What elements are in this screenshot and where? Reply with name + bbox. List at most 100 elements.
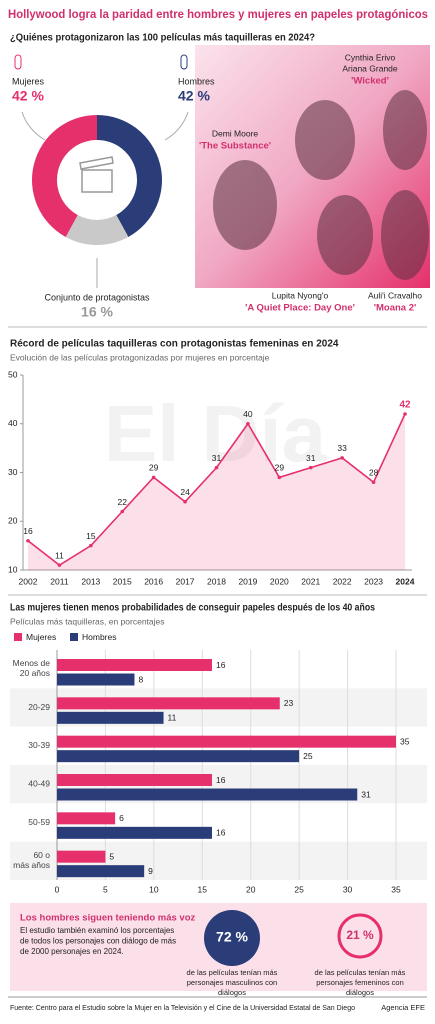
stat-circle bbox=[337, 913, 383, 959]
connector bbox=[164, 111, 189, 141]
value-label: 42 % bbox=[12, 88, 44, 104]
stat-text: de las películas tenían más personajes fe… bbox=[315, 968, 406, 997]
point bbox=[57, 563, 62, 567]
x-tick-label: 30 bbox=[343, 884, 353, 894]
value-label: 6 bbox=[119, 813, 124, 823]
x-tick-label: 2019 bbox=[238, 576, 257, 586]
point bbox=[183, 499, 187, 504]
value-label: 15 bbox=[86, 531, 96, 541]
chart-title: Récord de películas taquilleras con prot… bbox=[10, 339, 339, 350]
photo-film: 'The Substance' bbox=[199, 141, 271, 152]
x-tick-label: 2024 bbox=[396, 576, 415, 586]
value-label: 22 bbox=[118, 497, 128, 507]
value-label: 35 bbox=[400, 736, 410, 746]
value-label: 31 bbox=[212, 453, 222, 463]
y-tick-label: 40 bbox=[8, 418, 18, 428]
bar bbox=[57, 697, 280, 710]
x-tick-label: 2020 bbox=[270, 576, 289, 586]
value-label: 40 bbox=[243, 409, 253, 419]
value-label: 8 bbox=[138, 674, 143, 684]
person-icon bbox=[180, 54, 188, 70]
value-label: 42 % bbox=[178, 88, 210, 104]
photo-name: Auli'i Cravalho bbox=[368, 290, 422, 300]
x-tick-label: 2002 bbox=[19, 576, 38, 586]
value-label: 9 bbox=[148, 866, 153, 876]
x-tick-label: 0 bbox=[55, 884, 60, 894]
category-label: 40-49 bbox=[28, 778, 50, 788]
legend-label: Hombres bbox=[82, 632, 116, 642]
value-label: 23 bbox=[284, 698, 294, 708]
icon bbox=[79, 156, 114, 170]
person-icon bbox=[14, 54, 22, 70]
legend-swatch bbox=[14, 633, 22, 641]
photo-film: 'A Quiet Place: Day One' bbox=[245, 303, 355, 314]
legend-label: Mujeres bbox=[26, 632, 56, 642]
point bbox=[403, 412, 407, 416]
chart-title: Las mujeres tienen menos probabilidades … bbox=[10, 603, 375, 614]
chart-title: ¿Quiénes protagonizaron las 100 película… bbox=[10, 33, 315, 44]
value-label: 25 bbox=[303, 751, 313, 761]
x-tick-label: 35 bbox=[391, 884, 401, 894]
value-label: 29 bbox=[149, 463, 159, 473]
point bbox=[340, 456, 344, 460]
y-tick-label: 50 bbox=[8, 369, 18, 379]
value-label: 16 bbox=[216, 775, 226, 785]
x-tick-label: 2018 bbox=[207, 576, 226, 586]
bar bbox=[57, 812, 116, 825]
photo-silhouettes bbox=[213, 90, 429, 280]
watermark: El Día bbox=[104, 389, 327, 478]
value-label: 42 bbox=[399, 400, 411, 411]
stat-value: 72 % bbox=[216, 929, 248, 945]
category-label: 20-29 bbox=[28, 702, 50, 712]
photo-name: Cynthia Erivo bbox=[345, 52, 396, 62]
value-label: 11 bbox=[168, 713, 177, 723]
y-tick-label: 20 bbox=[8, 516, 18, 526]
category-label: 60 o más años bbox=[13, 850, 50, 870]
source: Fuente: Centro para el Estudio sobre la … bbox=[10, 1003, 355, 1012]
x-tick-label: 2022 bbox=[333, 576, 352, 586]
donut-segment bbox=[32, 115, 97, 237]
point bbox=[120, 509, 125, 514]
value-label: 16 % bbox=[81, 304, 113, 320]
point bbox=[371, 480, 376, 485]
photo-film: 'Moana 2' bbox=[374, 303, 417, 314]
photo-name: Demi Moore bbox=[212, 128, 259, 138]
callout-text: El estudio también examinó los porcentaj… bbox=[20, 926, 176, 956]
point bbox=[89, 543, 93, 548]
value-label: 28 bbox=[369, 468, 379, 478]
x-tick-label: 2011 bbox=[50, 576, 69, 586]
point bbox=[214, 465, 219, 470]
x-tick-label: 5 bbox=[103, 884, 108, 894]
value-label: 24 bbox=[180, 487, 190, 497]
icon bbox=[81, 169, 113, 193]
legend-label: Conjunto de protagonistas bbox=[44, 292, 150, 302]
point bbox=[26, 538, 30, 543]
x-tick-label: 10 bbox=[149, 884, 159, 894]
connector bbox=[21, 111, 46, 141]
photo-film: 'Wicked' bbox=[351, 76, 389, 87]
main-title: Hollywood logra la paridad entre hombres… bbox=[8, 7, 428, 21]
bar bbox=[57, 774, 212, 786]
bar bbox=[57, 750, 300, 763]
stat-text: de las películas tenían más personajes ma… bbox=[187, 968, 278, 997]
legend-swatch bbox=[70, 633, 78, 641]
bar bbox=[57, 850, 106, 863]
chart-subtitle: Evolución de las películas protagonizada… bbox=[10, 352, 270, 362]
category-label: 30-39 bbox=[28, 740, 50, 750]
value-label: 16 bbox=[23, 526, 33, 536]
value-label: 29 bbox=[275, 463, 285, 473]
photo-name: Ariana Grande bbox=[342, 63, 398, 73]
point bbox=[151, 475, 156, 480]
value-label: 16 bbox=[216, 660, 226, 670]
value-label: 5 bbox=[109, 851, 114, 861]
point bbox=[308, 465, 313, 470]
x-tick-label: 2021 bbox=[301, 576, 320, 586]
x-tick-label: 15 bbox=[198, 884, 208, 894]
stat-value: 21 % bbox=[346, 928, 374, 942]
chart-subtitle: Películas más taquilleras, en porcentaje… bbox=[10, 616, 165, 626]
x-tick-label: 2016 bbox=[144, 576, 163, 586]
x-tick-label: 20 bbox=[246, 884, 256, 894]
category-label: 50-59 bbox=[28, 817, 50, 827]
value-label: 31 bbox=[361, 789, 371, 799]
